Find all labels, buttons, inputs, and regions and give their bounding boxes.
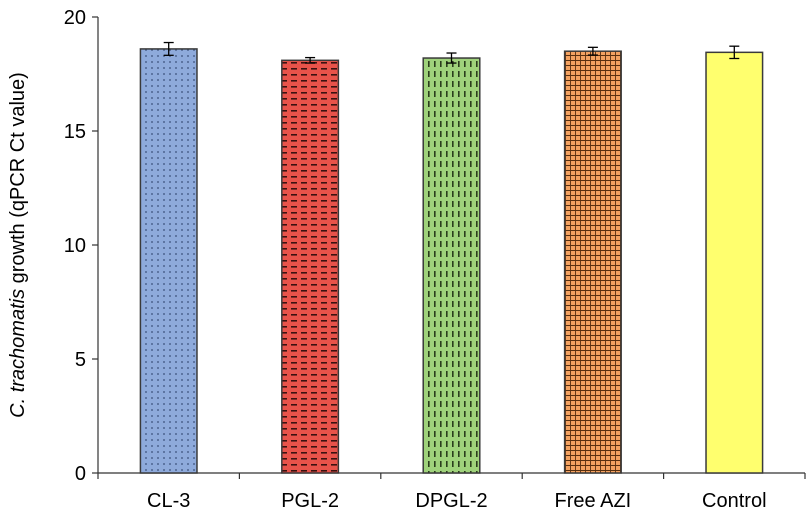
x-category-label: PGL-2 — [281, 490, 339, 512]
y-tick-label: 10 — [64, 235, 86, 257]
x-category-label: CL-3 — [147, 490, 190, 512]
y-tick-label: 20 — [64, 7, 86, 29]
y-axis-title: C. trachomatis growth (qPCR Ct value) — [7, 72, 29, 418]
x-category-label: DPGL-2 — [415, 490, 487, 512]
y-tick-label: 15 — [64, 121, 86, 143]
x-category-label: Free AZI — [555, 490, 632, 512]
x-category-label: Control — [702, 490, 766, 512]
bar-pgl-2 — [281, 59, 340, 474]
bar-free-azi — [563, 50, 622, 474]
y-tick-label: 0 — [75, 463, 86, 485]
y-tick-label: 5 — [75, 349, 86, 371]
bar-control — [705, 51, 764, 474]
bar-cl-3 — [139, 48, 198, 474]
bar-dpgl-2 — [422, 57, 481, 474]
